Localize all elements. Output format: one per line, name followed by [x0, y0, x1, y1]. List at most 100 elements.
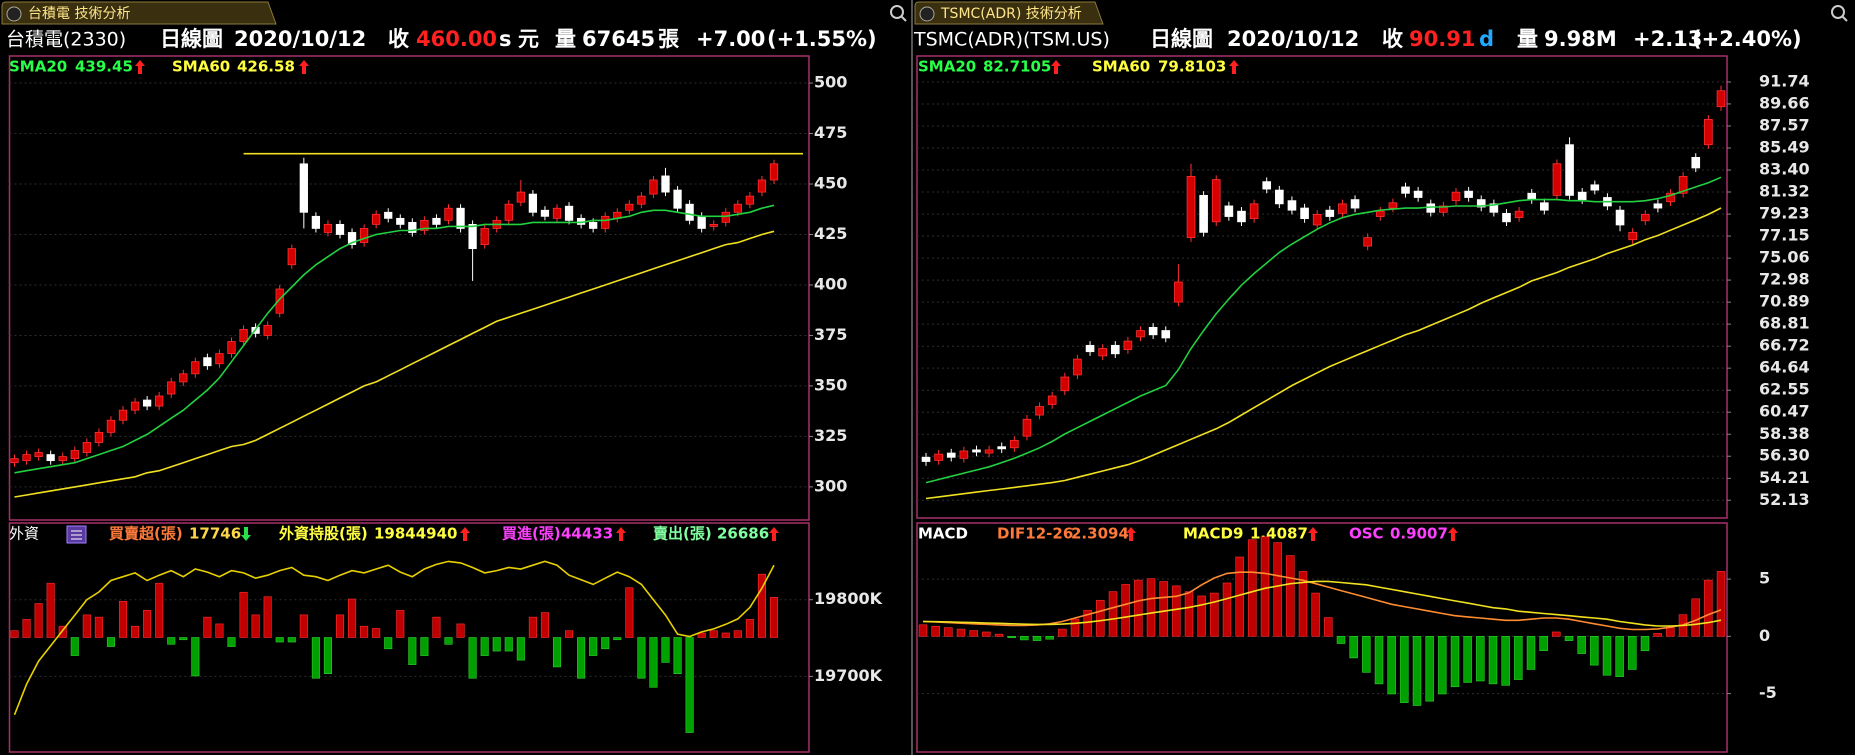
- candle-body: [1540, 202, 1549, 211]
- volume-label: 量: [555, 27, 576, 51]
- y-tick-label: 75.06: [1759, 248, 1810, 267]
- candle-body: [1590, 184, 1600, 191]
- bar: [408, 637, 417, 665]
- bar: [745, 619, 754, 638]
- tab[interactable]: [1, 1, 277, 25]
- candle-body: [1489, 203, 1499, 213]
- date: 2020/10/12: [234, 27, 366, 51]
- volume-label: 量: [1517, 27, 1538, 51]
- candle-body: [1691, 156, 1701, 169]
- bar: [982, 631, 991, 637]
- y-tick-label: 350: [814, 375, 847, 394]
- candle-body: [1666, 192, 1675, 203]
- bar: [1691, 598, 1700, 637]
- candle-body: [1653, 203, 1663, 209]
- bar: [1552, 631, 1561, 637]
- bar: [1197, 595, 1206, 637]
- y-tick-label: 85.49: [1759, 137, 1810, 156]
- candle-body: [1704, 118, 1713, 146]
- candle-body: [984, 449, 994, 454]
- tab-title: TSMC(ADR) 技術分析: [940, 6, 1082, 22]
- change-percent: (+2.40%): [1692, 27, 1802, 51]
- bar: [1336, 636, 1346, 644]
- bar: [360, 625, 369, 638]
- bar: [275, 637, 284, 643]
- plot-frame: [8, 522, 810, 753]
- list-icon[interactable]: [66, 525, 87, 544]
- currency: 元: [518, 27, 539, 51]
- candle-body: [552, 207, 562, 219]
- candle-body: [275, 288, 284, 314]
- bar: [335, 614, 345, 638]
- legend-name: SMA60: [172, 58, 230, 76]
- legend-name: 賣出(張): [653, 525, 712, 543]
- bar: [1045, 636, 1054, 640]
- candle-body: [1678, 175, 1688, 194]
- flag: d: [1479, 27, 1494, 51]
- bar: [1628, 636, 1637, 670]
- candle-body: [94, 431, 104, 443]
- change: +2.13: [1633, 27, 1702, 51]
- candle-body: [1275, 189, 1284, 205]
- candle-body: [480, 228, 489, 245]
- series-line: [13, 560, 775, 716]
- candle-body: [1035, 406, 1044, 416]
- bar: [118, 600, 128, 638]
- zoom-lens: [1831, 5, 1845, 19]
- panel-title: MACD: [918, 525, 968, 543]
- tab-icon: [919, 6, 935, 22]
- zoom-icon[interactable]: [890, 5, 907, 22]
- bar: [1222, 582, 1232, 637]
- up-arrow: [1448, 527, 1458, 541]
- bar: [721, 632, 730, 638]
- zoom-icon[interactable]: [1831, 5, 1848, 22]
- candle-body: [1224, 205, 1234, 217]
- candle-body: [959, 450, 969, 459]
- y-tick-label: 500: [814, 73, 847, 92]
- panel-title: 外資: [9, 525, 39, 543]
- bar: [203, 616, 212, 638]
- series-line: [922, 571, 1722, 631]
- candle-body: [1073, 358, 1082, 376]
- bar: [1716, 571, 1726, 637]
- candle-body: [1375, 210, 1385, 217]
- candle-body: [661, 175, 670, 193]
- candle-body: [10, 458, 19, 464]
- legend-value: 426.58: [237, 58, 295, 76]
- candle-body: [540, 209, 550, 217]
- y-tick-label: 300: [814, 476, 847, 495]
- y-tick-label: 87.57: [1759, 116, 1810, 135]
- candle-body: [589, 221, 598, 229]
- candle-body: [709, 223, 718, 227]
- bar: [944, 627, 953, 637]
- candle-body: [287, 248, 296, 266]
- bar: [432, 616, 441, 638]
- candle-body: [456, 207, 465, 229]
- y-tick-label: 60.47: [1759, 402, 1810, 421]
- candle-body: [1110, 344, 1120, 355]
- bar: [709, 630, 718, 638]
- candle-body: [504, 203, 513, 221]
- change-percent: (+1.55%): [767, 27, 877, 51]
- candle-body: [697, 215, 706, 229]
- candle-body: [601, 215, 610, 229]
- change: +7.00: [696, 27, 765, 51]
- y-tick-label: -5: [1759, 683, 1777, 702]
- legend-name: SMA60: [1092, 58, 1150, 76]
- bar: [1539, 636, 1548, 652]
- candle-body: [649, 179, 658, 195]
- period: 日線圖: [160, 27, 223, 51]
- candle-body: [1325, 209, 1335, 217]
- y-tick-label: 83.40: [1759, 160, 1810, 179]
- bar: [637, 637, 646, 679]
- candle-body: [239, 328, 248, 342]
- y-tick-label: 475: [814, 123, 847, 142]
- bar: [1298, 571, 1308, 637]
- candle-body: [1312, 213, 1322, 226]
- bar: [287, 637, 296, 643]
- down-arrow: [241, 527, 251, 541]
- tab[interactable]: [914, 1, 1104, 25]
- up-arrow: [1051, 60, 1061, 74]
- up-arrow: [1308, 527, 1318, 541]
